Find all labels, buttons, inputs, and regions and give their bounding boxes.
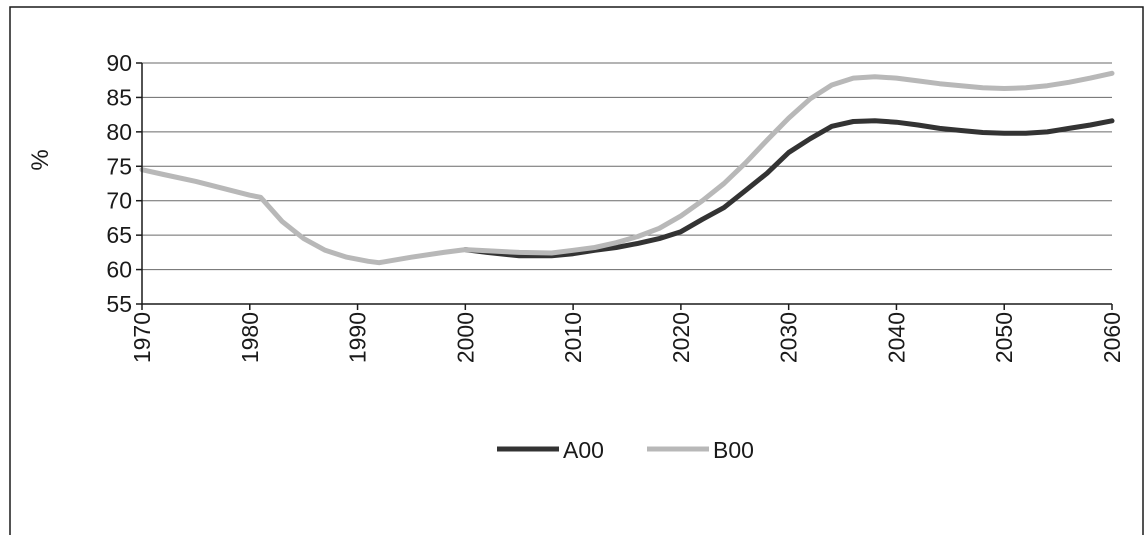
y-tick-labels: 55 60 65 70 75 80 85 90	[106, 50, 132, 317]
axes	[136, 62, 1113, 310]
y-tick-label: 85	[106, 84, 132, 110]
y-tick-label: 80	[106, 119, 132, 145]
y-axis-label: %	[27, 149, 54, 170]
series-line-b00	[139, 70, 1115, 266]
x-tick-label: 2020	[668, 312, 694, 363]
x-tick-label: 2000	[452, 312, 478, 363]
y-tick-label: 75	[106, 153, 132, 179]
series-layer	[139, 70, 1115, 266]
x-tick-label: 1980	[237, 312, 263, 363]
legend-label-a00: A00	[563, 437, 604, 463]
series-line-a00	[462, 118, 1115, 259]
x-tick-label: 2050	[991, 312, 1017, 363]
x-tick-label: 2010	[560, 312, 586, 363]
chart-border	[9, 6, 1144, 535]
legend-label-b00: B00	[713, 437, 754, 463]
x-tick-label: 2060	[1099, 312, 1125, 363]
x-tick-label: 1990	[345, 312, 371, 363]
y-tick-label: 60	[106, 257, 132, 283]
x-tick-labels: 1970 1980 1990 2000 2010 2020 2030 2040 2050 2060	[129, 312, 1125, 363]
x-tick-label: 2040	[883, 312, 909, 363]
x-tick-label: 2030	[776, 312, 802, 363]
y-tick-label: 55	[106, 291, 132, 317]
y-tick-label: 65	[106, 222, 132, 248]
y-tick-label: 70	[106, 188, 132, 214]
y-tick-label: 90	[106, 50, 132, 76]
x-tick-label: 1970	[129, 312, 155, 363]
legend: A00 B00	[497, 437, 754, 463]
